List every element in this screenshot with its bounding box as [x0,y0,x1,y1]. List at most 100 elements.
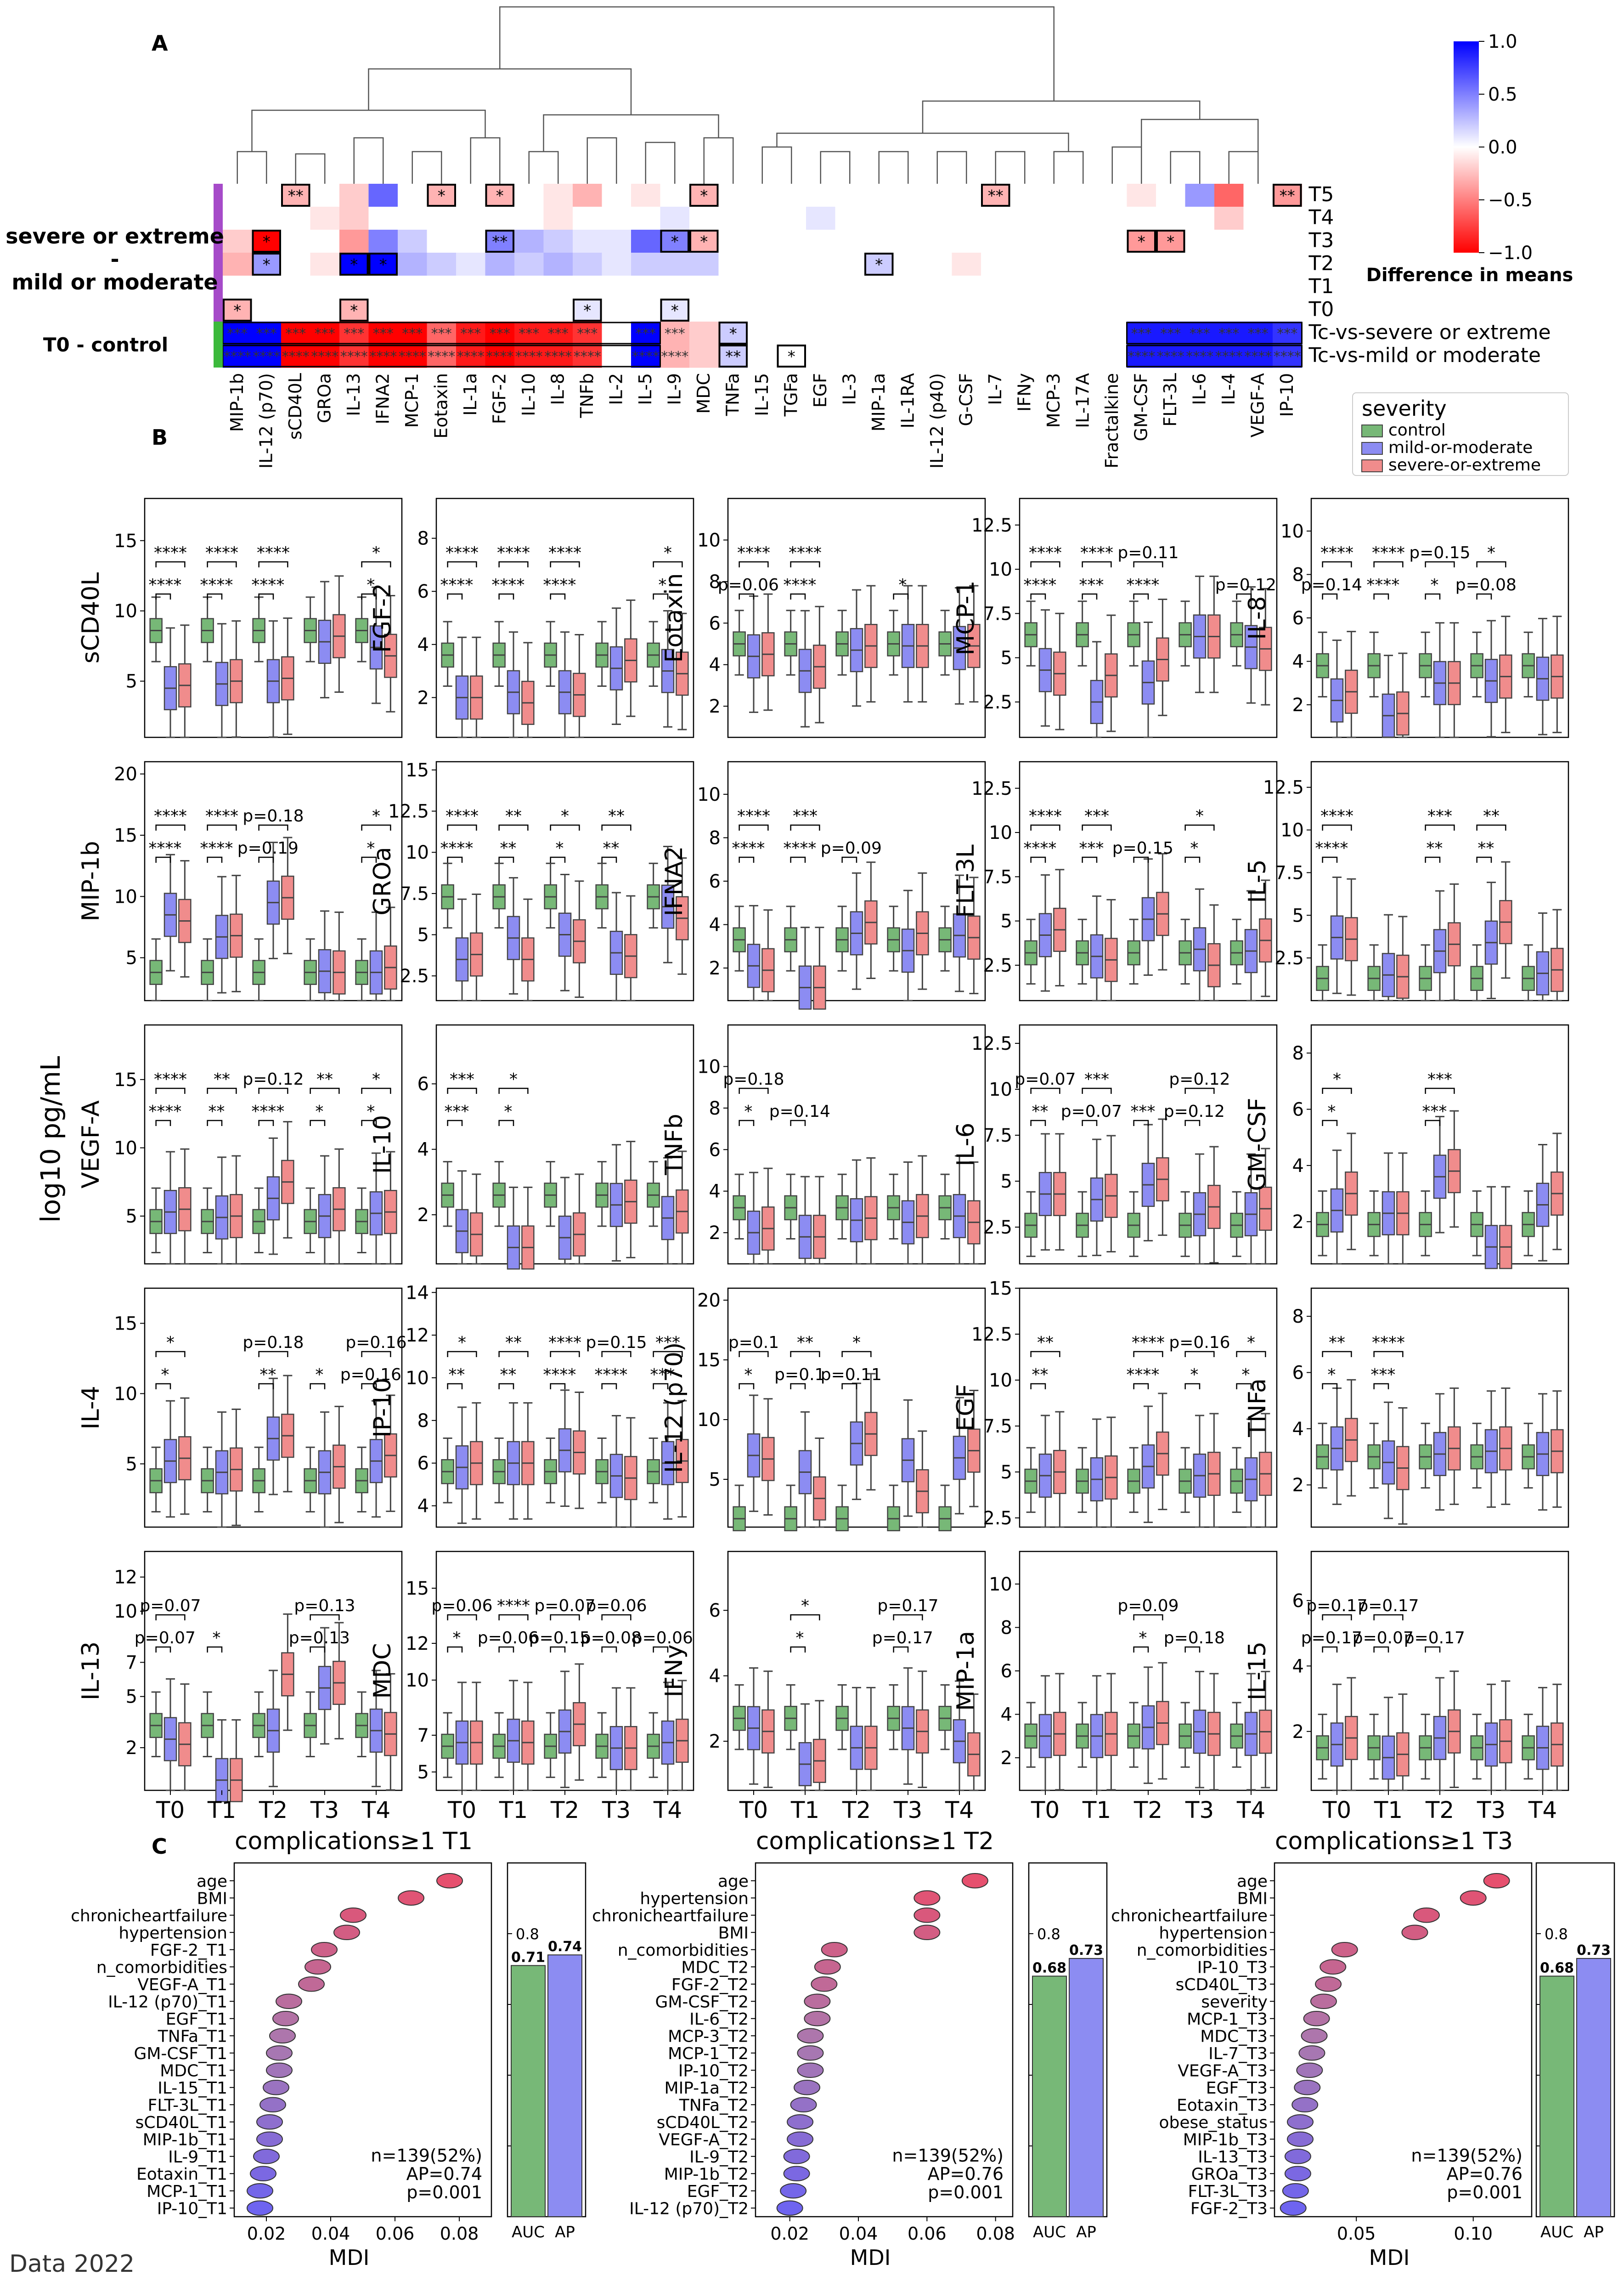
significance-box [1156,230,1185,253]
significance-label: **** [1080,543,1113,562]
significance-mark: *** [519,326,539,342]
significance-bracket [1030,1087,1060,1094]
significance-bracket [1133,593,1149,600]
significance-label: * [1195,807,1204,826]
significance-label: p=0.06 [478,1629,539,1647]
significance-bracket [1373,593,1389,600]
heatmap-cell [573,276,602,299]
significance-bracket [155,1646,171,1653]
bar-category: AP [1076,2223,1096,2241]
heatmap-cell [1273,253,1302,276]
heatmap-cell [981,345,1010,368]
x-tick-label: T3 [1477,1797,1506,1823]
significance-label: p=0.15 [1409,543,1470,562]
significance-label: p=0.14 [1301,576,1362,594]
significance-mark: * [583,302,591,320]
significance-box [864,253,894,276]
y-tick-label: 2 [1292,695,1304,716]
y-tick-label: 15 [406,760,429,781]
heatmap-cell [1273,276,1302,299]
heatmap-cell [573,184,602,207]
significance-bracket [498,1087,529,1094]
mdi-violin [914,1924,941,1940]
significance-mark: **** [253,349,280,365]
heatmap-cell [660,299,690,322]
heatmap-cell [1185,345,1215,368]
feature-label: n_comorbidities [618,1941,749,1960]
heatmap-cell [543,230,573,253]
significance-mark: * [233,302,241,320]
significance-mark: * [729,325,737,343]
heatmap-cell [1214,230,1244,253]
heatmap-cell [777,299,806,322]
feature-label: IP-10_T3 [1197,1958,1268,1977]
y-tick-label: 2 [417,687,429,708]
significance-label: ** [448,1365,465,1384]
heatmap-cell [864,322,894,345]
significance-bracket [1425,824,1455,831]
y-tick-label: 2 [1292,1721,1304,1743]
x-tick-label: T1 [1082,1797,1111,1823]
feature-label: EGF_T3 [1206,2079,1268,2098]
x-tick-label: T2 [842,1797,871,1823]
significance-label: **** [1372,543,1405,562]
heatmap-cell [1214,345,1244,368]
heatmap-cell [1185,322,1215,345]
heatmap-cell [368,253,398,276]
mdi-violin [266,2045,293,2061]
heatmap-cell [748,253,777,276]
heatmap-cell [543,253,573,276]
heatmap-cell [1243,184,1273,207]
heatmap-cell [1185,276,1215,299]
y-tick-label: 10 [406,842,429,863]
subplot-IL-15: 246IL-15p=0.17p=0.17p=0.17p=0.07p=0.17T0… [1244,1551,1569,1823]
subplot-title: complications≥1 T1 [235,1828,473,1855]
significance-label: * [852,1333,861,1352]
model-stat: AP=0.76 [1447,2164,1522,2184]
heatmap-cell [543,207,573,230]
heatmap-cell [252,184,282,207]
heatmap-cell [923,184,952,207]
significance-bracket [258,1383,274,1389]
x-tick-label: 0.08 [440,2224,479,2244]
significance-bracket [447,856,463,863]
heatmap-cell [1010,253,1040,276]
heatmap-cell [923,230,952,253]
x-tick-label: T2 [259,1797,288,1823]
colorbar-title: Difference in means [1366,265,1573,286]
y-tick-label: 8 [1292,1043,1304,1064]
significance-label: **** [543,1365,576,1384]
heatmap-cell [1039,207,1069,230]
heatmap-cell [514,253,544,276]
heatmap-cell [631,207,660,230]
heatmap-cell [1039,253,1069,276]
feature-label: chronicheartfailure [1111,1907,1268,1925]
subplot-MIP-1b: 5101520MIP-1b****************p=0.18p=0.1… [77,761,403,1002]
mdi-violin [340,1907,367,1923]
panel-label-c: C [152,1834,167,1859]
subplot-ylabel: sCD40L [77,572,105,664]
heatmap-cell [573,230,602,253]
significance-bracket [1030,1383,1046,1389]
heatmap-cell [456,322,485,345]
significance-label: ** [608,807,625,826]
heatmap-cell [252,299,282,322]
heatmap-cell [835,184,865,207]
significance-bracket [1133,561,1163,567]
significance-label: **** [491,576,524,594]
metric-value: 0.71 [511,1949,545,1965]
row-group-label-mild: severe or extreme [6,224,224,249]
panel-label-a: A [152,31,168,56]
feature-label: FGF-2_T1 [150,1941,227,1960]
significance-mark: **** [224,349,251,365]
dendrogram [237,6,1259,184]
subplot-ylabel: IL-6 [952,1122,980,1166]
y-tick-label: 2 [709,958,721,979]
y-tick-label: 8 [709,1098,721,1119]
x-tick-label: 0.02 [770,2224,809,2244]
y-tick-label: 4 [1001,1704,1012,1726]
subplot-ylabel: IL-15 [1244,1641,1271,1700]
significance-label: * [1487,543,1495,562]
